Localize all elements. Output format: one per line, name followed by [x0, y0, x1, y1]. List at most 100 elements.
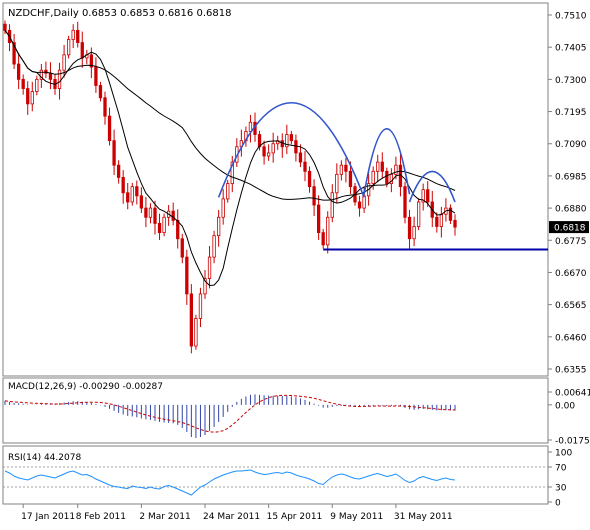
- candle-body: [57, 69, 62, 89]
- price-axis-label: 0.6775: [555, 237, 587, 247]
- candle-body: [203, 278, 207, 295]
- price-panel[interactable]: NZDCHF,Daily 0.6853 0.6853 0.6816 0.6818: [2, 2, 549, 377]
- candle-body: [148, 207, 153, 218]
- candle-body: [216, 216, 221, 237]
- macd-axis-label: 0.00: [555, 401, 575, 411]
- ma-slow-line: [4, 30, 456, 201]
- rsi-axis-label: 100: [555, 449, 572, 459]
- candle-body: [12, 42, 16, 65]
- candle-body: [44, 69, 48, 74]
- candle-body: [194, 318, 198, 347]
- pattern-shoulder-arc: [363, 128, 411, 195]
- macd-title: MACD(12,26,9) -0.00290 -0.00287: [8, 382, 163, 392]
- candle-body: [294, 140, 298, 154]
- price-axis-label: 0.6460: [555, 333, 587, 343]
- candle-body: [307, 170, 312, 188]
- rsi-axis-label: 0: [555, 499, 561, 509]
- candle-body: [26, 88, 30, 105]
- candle-body: [330, 192, 334, 218]
- candle-body: [126, 192, 130, 203]
- date-axis-label: 9 May 2011: [330, 512, 383, 522]
- candle-body: [344, 164, 348, 172]
- candle-body: [312, 186, 316, 206]
- candle-body: [112, 140, 116, 166]
- macd-axis: 0.00641 0.00 -0.01751: [548, 389, 590, 447]
- macd-axis-label: -0.01751: [555, 437, 590, 447]
- macd-axis-label: 0.00641: [555, 389, 590, 399]
- rsi-title: RSI(14) 44.2078: [8, 453, 81, 463]
- candle-body: [121, 177, 125, 194]
- candle-body: [298, 152, 303, 163]
- rsi-panel-frame: [2, 445, 549, 505]
- date-axis-label: 24 Mar 2011: [203, 512, 260, 522]
- candle-body: [94, 66, 98, 86]
- candle-body: [71, 29, 75, 40]
- candle-body: [180, 238, 184, 258]
- pattern-head-arc: [217, 101, 365, 198]
- date-axis: 17 Jan 2011 8 Feb 2011 2 Mar 2011 24 Mar 20…: [21, 504, 453, 522]
- date-axis-label: 17 Jan 2011: [21, 512, 75, 522]
- date-axis-label: 8 Feb 2011: [76, 512, 126, 522]
- candle-body: [171, 210, 175, 221]
- candle-body: [103, 97, 107, 117]
- candle-body: [135, 186, 139, 197]
- candle-body: [416, 201, 421, 227]
- candle-body: [226, 183, 230, 200]
- candle-body: [285, 134, 289, 148]
- candle-body: [107, 115, 112, 142]
- macd-marks: [4, 394, 456, 438]
- candle-body: [130, 186, 134, 203]
- candle-body: [376, 161, 380, 172]
- candle-body: [3, 23, 7, 31]
- price-axis-label: 0.6985: [555, 172, 587, 182]
- candle-body: [139, 195, 144, 209]
- candle-body: [39, 69, 44, 80]
- candle-body: [16, 63, 21, 80]
- rsi-axis-label: 30: [555, 484, 567, 494]
- price-axis-label: 0.7300: [555, 76, 587, 86]
- candle-body: [212, 235, 216, 258]
- candle-body: [262, 146, 266, 157]
- price-axis-label: 0.7405: [555, 44, 587, 54]
- candle-body: [435, 216, 439, 227]
- price-axis-label: 0.7090: [555, 140, 587, 150]
- price-axis-label: 0.6565: [555, 301, 587, 311]
- candle-body: [289, 134, 294, 142]
- candle-body: [198, 293, 203, 319]
- price-panel-frame: [2, 2, 549, 377]
- candle-body: [144, 207, 148, 218]
- candle-body: [21, 78, 25, 89]
- candle-body: [207, 256, 212, 279]
- candle-body: [89, 54, 94, 68]
- price-axis-label: 0.6355: [555, 366, 587, 376]
- candle-body: [453, 219, 457, 228]
- candle-body: [162, 216, 166, 234]
- price-marks: [3, 20, 548, 354]
- candle-body: [335, 173, 339, 194]
- candle-body: [394, 164, 398, 175]
- last-price-tag-label: 0.6818: [554, 224, 586, 234]
- candle-body: [403, 186, 407, 218]
- rsi-panel[interactable]: RSI(14) 44.2078: [2, 445, 549, 505]
- candle-body: [439, 213, 444, 227]
- candle-body: [98, 85, 103, 99]
- last-price-tag: [549, 221, 589, 234]
- candle-body: [80, 42, 84, 59]
- candle-body: [380, 161, 384, 172]
- date-axis-label: 15 Apr 2011: [267, 512, 323, 522]
- candle-body: [157, 223, 162, 234]
- candle-body: [62, 54, 66, 71]
- macd-panel[interactable]: MACD(12,26,9) -0.00290 -0.00287: [2, 377, 549, 444]
- price-axis-label: 0.6670: [555, 269, 587, 279]
- candle-body: [35, 78, 39, 93]
- candle-body: [76, 29, 80, 43]
- candle-body: [412, 226, 416, 240]
- price-axis: 0.7510 0.7405 0.7300 0.7195 0.7090 0.6985 0.68…: [548, 12, 589, 376]
- macd-panel-frame: [2, 377, 549, 444]
- candle-body: [316, 204, 321, 234]
- price-axis-label: 0.7195: [555, 108, 587, 118]
- candle-body: [389, 173, 394, 184]
